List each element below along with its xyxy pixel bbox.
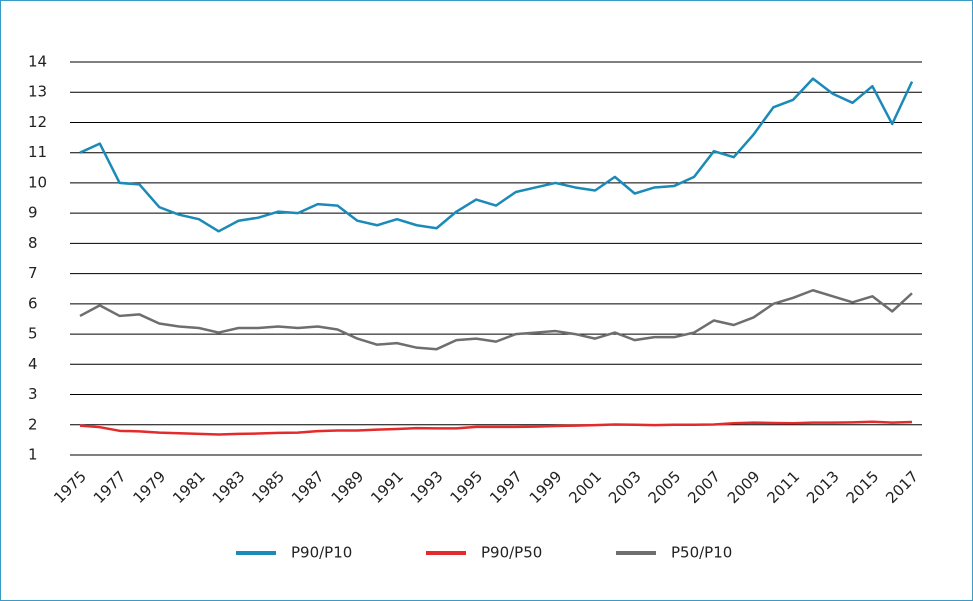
- y-tick-label: 3: [28, 385, 38, 403]
- series-line: [79, 420, 913, 436]
- y-tick-label: 8: [28, 234, 38, 252]
- y-tick-label: 10: [28, 173, 47, 191]
- y-tick-label: 6: [28, 294, 38, 312]
- y-tick-label: 14: [28, 53, 47, 71]
- y-tick-label: 2: [28, 415, 38, 433]
- y-tick-label: 5: [28, 325, 38, 343]
- y-tick-label: 12: [28, 113, 47, 131]
- legend-label: P90/P10: [291, 544, 352, 562]
- y-tick-label: 9: [28, 204, 38, 222]
- series-line: [79, 77, 914, 233]
- y-tick-label: 4: [28, 355, 38, 373]
- y-tick-label: 1: [28, 446, 38, 464]
- y-tick-label: 13: [28, 83, 47, 101]
- legend-label: P90/P50: [481, 544, 542, 562]
- y-tick-label: 7: [28, 264, 38, 282]
- series-line: [79, 288, 913, 351]
- y-tick-label: 11: [28, 143, 47, 161]
- legend-label: P50/P10: [671, 544, 732, 562]
